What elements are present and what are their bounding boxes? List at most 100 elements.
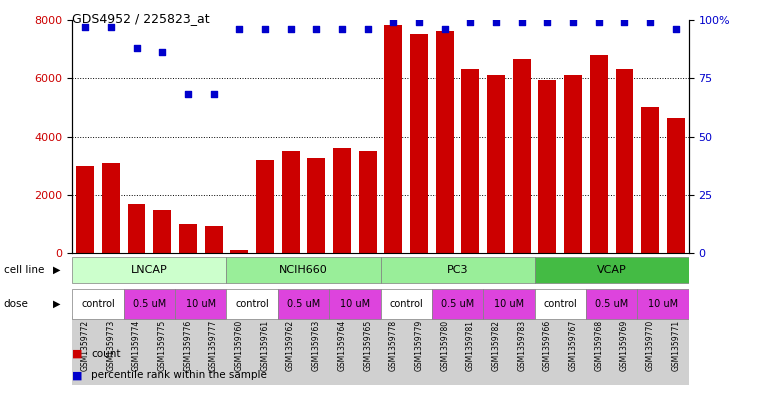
Text: GSM1359770: GSM1359770 — [645, 320, 654, 371]
Point — [208, 91, 220, 97]
Text: 10 uM: 10 uM — [648, 299, 678, 309]
Bar — [256, 160, 274, 253]
Text: GSM1359773: GSM1359773 — [107, 320, 116, 371]
FancyBboxPatch shape — [380, 288, 432, 319]
Point — [387, 19, 400, 25]
Text: count: count — [91, 349, 121, 359]
FancyBboxPatch shape — [586, 288, 638, 319]
Text: GSM1359779: GSM1359779 — [415, 320, 424, 371]
Text: 0.5 uM: 0.5 uM — [595, 299, 629, 309]
Point — [233, 26, 245, 32]
FancyBboxPatch shape — [72, 288, 123, 319]
Point — [644, 19, 656, 25]
Bar — [128, 204, 145, 253]
Text: ▶: ▶ — [53, 265, 61, 275]
Point — [130, 44, 142, 51]
Bar — [205, 226, 222, 253]
FancyBboxPatch shape — [278, 288, 330, 319]
Text: GSM1359765: GSM1359765 — [363, 320, 372, 371]
Point — [79, 24, 91, 30]
Text: percentile rank within the sample: percentile rank within the sample — [91, 370, 267, 380]
Text: GSM1359763: GSM1359763 — [312, 320, 321, 371]
Bar — [436, 31, 454, 253]
Bar — [333, 148, 351, 253]
FancyBboxPatch shape — [227, 288, 278, 319]
Point — [516, 19, 528, 25]
Text: GSM1359783: GSM1359783 — [517, 320, 527, 371]
Text: 0.5 uM: 0.5 uM — [287, 299, 320, 309]
Bar — [513, 59, 530, 253]
Text: control: control — [81, 299, 115, 309]
Bar — [307, 158, 325, 253]
Bar — [102, 163, 119, 253]
Bar — [487, 75, 505, 253]
Text: GSM1359771: GSM1359771 — [671, 320, 680, 371]
Bar — [410, 34, 428, 253]
FancyBboxPatch shape — [227, 257, 380, 283]
Bar — [642, 107, 659, 253]
Point — [438, 26, 451, 32]
Text: GSM1359760: GSM1359760 — [234, 320, 244, 371]
Point — [619, 19, 631, 25]
Text: LNCAP: LNCAP — [131, 265, 167, 275]
Point — [413, 19, 425, 25]
Text: ■: ■ — [72, 349, 83, 359]
Text: GSM1359781: GSM1359781 — [466, 320, 475, 371]
Point — [361, 26, 374, 32]
Text: 10 uM: 10 uM — [339, 299, 370, 309]
Text: control: control — [235, 299, 269, 309]
Point — [593, 19, 605, 25]
Bar — [616, 69, 633, 253]
Point — [285, 26, 297, 32]
FancyBboxPatch shape — [535, 288, 586, 319]
Text: VCAP: VCAP — [597, 265, 626, 275]
FancyBboxPatch shape — [330, 288, 380, 319]
Text: 10 uM: 10 uM — [186, 299, 216, 309]
FancyBboxPatch shape — [432, 288, 483, 319]
Text: ■: ■ — [72, 370, 83, 380]
Text: GSM1359769: GSM1359769 — [620, 320, 629, 371]
Bar — [461, 69, 479, 253]
Bar — [384, 26, 403, 253]
Text: GSM1359762: GSM1359762 — [286, 320, 295, 371]
Text: GSM1359778: GSM1359778 — [389, 320, 398, 371]
Point — [567, 19, 579, 25]
Text: GSM1359766: GSM1359766 — [543, 320, 552, 371]
Point — [490, 19, 502, 25]
Text: 0.5 uM: 0.5 uM — [441, 299, 474, 309]
Point — [310, 26, 323, 32]
Text: control: control — [390, 299, 423, 309]
Text: GSM1359780: GSM1359780 — [440, 320, 449, 371]
Text: GSM1359768: GSM1359768 — [594, 320, 603, 371]
FancyBboxPatch shape — [535, 257, 689, 283]
Bar — [539, 79, 556, 253]
Bar — [282, 151, 300, 253]
Point — [541, 19, 553, 25]
Text: 0.5 uM: 0.5 uM — [132, 299, 166, 309]
FancyBboxPatch shape — [483, 288, 535, 319]
Text: GSM1359774: GSM1359774 — [132, 320, 141, 371]
Point — [105, 24, 117, 30]
Point — [182, 91, 194, 97]
Bar — [667, 118, 685, 253]
Text: GDS4952 / 225823_at: GDS4952 / 225823_at — [72, 12, 210, 25]
FancyBboxPatch shape — [123, 288, 175, 319]
Text: GSM1359776: GSM1359776 — [183, 320, 193, 371]
FancyBboxPatch shape — [72, 257, 227, 283]
Point — [259, 26, 271, 32]
Text: dose: dose — [4, 299, 29, 309]
Point — [670, 26, 682, 32]
Bar — [153, 209, 171, 253]
Text: cell line: cell line — [4, 265, 44, 275]
Text: control: control — [543, 299, 577, 309]
Bar — [179, 224, 197, 253]
FancyBboxPatch shape — [380, 257, 535, 283]
Point — [336, 26, 348, 32]
Text: NCIH660: NCIH660 — [279, 265, 328, 275]
FancyBboxPatch shape — [638, 288, 689, 319]
Point — [156, 49, 168, 55]
Bar — [76, 166, 94, 253]
Point — [464, 19, 476, 25]
Text: GSM1359782: GSM1359782 — [492, 320, 501, 371]
FancyBboxPatch shape — [175, 288, 227, 319]
